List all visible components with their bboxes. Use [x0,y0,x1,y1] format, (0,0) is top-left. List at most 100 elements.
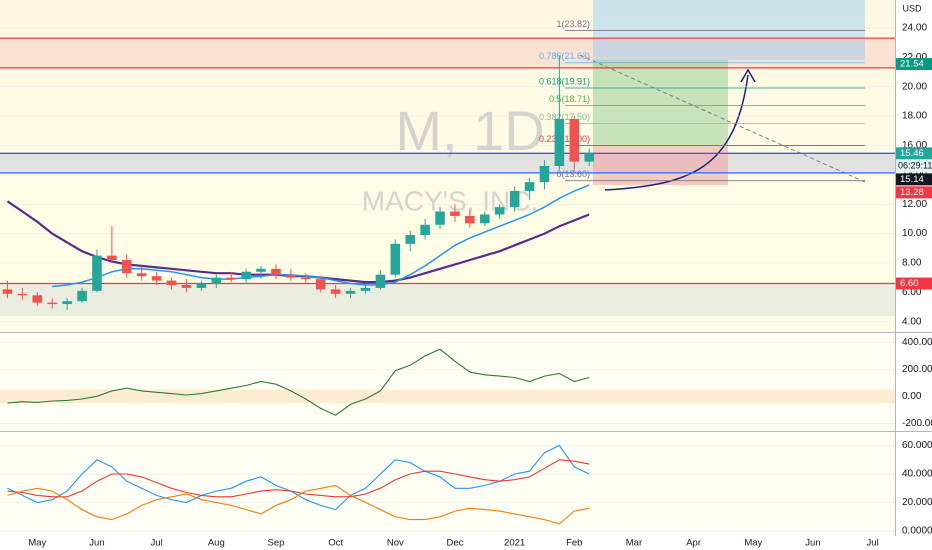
x-tick-label: Oct [328,538,343,549]
candle-body [17,293,28,296]
x-tick-label: Apr [686,538,701,549]
price-label-bg [896,58,932,71]
price-label: 15.14 [900,174,924,185]
fib-label: 0.5(18.71) [549,94,590,104]
y-tick-label: 0.00 [902,391,922,402]
candle-body [77,290,87,302]
price-label-bg [896,186,932,199]
candle-body [286,274,296,278]
candle-body [211,277,222,284]
candle-body [450,211,460,216]
candle-body [92,255,102,291]
trend-line [579,54,866,183]
x-tick-label: May [744,538,762,549]
candle-body [136,273,147,277]
price-label: 21.54 [900,59,924,70]
y-tick-label: 10.00 [902,228,927,239]
candle-body [271,268,281,275]
fib-label: 0(13.60) [556,169,590,179]
y-tick-label: 22.00 [902,52,927,63]
candle-body [509,190,520,208]
x-tick-label: Jul [867,538,879,549]
x-tick-label: Mar [626,538,642,549]
candle-body [47,302,57,305]
price-label-bg [896,173,932,186]
countdown: 06:29:11 [898,161,932,171]
arrow-head [740,68,756,83]
candle-body [345,290,356,294]
candle-body [166,280,177,285]
candle-body [480,214,490,224]
price-label-bg [896,147,932,160]
red-zone [0,37,895,67]
price-pane [0,0,895,332]
y-tick-label: 20.0000 [902,497,932,508]
candle-body [32,295,43,303]
support-zone [0,283,895,316]
x-tick-label: Dec [447,538,464,549]
candle-body [435,211,445,225]
candle-body [569,118,580,162]
y-tick-label: 200.00 [902,364,932,375]
currency: USD [902,3,922,13]
price-label-bg [896,277,932,290]
target-zone [593,60,728,145]
watermark-symbol: M, 1D [395,99,544,162]
cci-pane [0,333,895,430]
y-tick-label: 16.00 [902,140,927,151]
candle-body [494,207,505,215]
indicator-line [7,459,590,498]
price-label: 6.60 [900,278,919,289]
candle-body [256,268,266,272]
candle-body [2,289,13,294]
y-tick-label: 12.00 [902,199,927,210]
y-tick-label: 6.00 [902,287,922,298]
y-tick-label: 20.00 [902,81,927,92]
x-tick-label: Jun [805,538,820,549]
candle-body [301,277,311,280]
plot-layer: 4.006.008.0010.0012.0014.0016.0018.0020.… [0,19,932,549]
price-label: 15.46 [900,148,924,159]
x-tick-label: May [28,538,46,549]
fib-label: 0.786(21.63) [539,51,590,61]
fib-label: 0.618(19.91) [539,76,590,86]
arrow-curve [604,74,749,191]
candle-body [375,274,386,288]
y-tick-label: 60.0000 [902,440,932,451]
y-tick-label: 40.0000 [902,469,932,480]
dmi-pane [0,432,895,536]
x-tick-label: Aug [208,538,225,549]
y-tick-label: 0.0000 [902,526,932,537]
candle-body [226,277,236,280]
indicator-line [7,484,590,525]
indicator-line [7,348,590,416]
fib-label: 1(23.82) [556,19,590,29]
candle-body [151,276,162,281]
price-label: 13.28 [900,187,924,198]
candle-body [181,284,192,288]
x-tick-label: Feb [566,538,582,549]
candle-body [584,153,594,162]
candle-body [107,255,117,261]
y-tick-label: 4.00 [902,316,922,327]
y-tick-label: 8.00 [902,258,922,269]
candle-body [241,271,251,280]
candle-body [122,260,132,274]
y-tick-label: -200.00 [902,418,932,429]
candle-body [405,235,415,244]
y-tick-label: 400.00 [902,337,932,348]
fib-label: 0.236(16.00) [539,134,590,144]
x-tick-label: Jun [89,538,104,549]
candle-body [390,243,401,275]
candle-body [420,224,430,236]
candle-body [62,301,72,305]
y-tick-label: 18.00 [902,111,927,122]
fib-label: 0.382(17.50) [539,112,590,122]
projection-zone [593,0,865,60]
x-tick-label: 2021 [504,538,525,549]
candle-body [360,287,371,291]
candle-body [315,279,326,290]
x-tick-label: Sep [268,538,285,549]
candle-body [539,166,550,183]
